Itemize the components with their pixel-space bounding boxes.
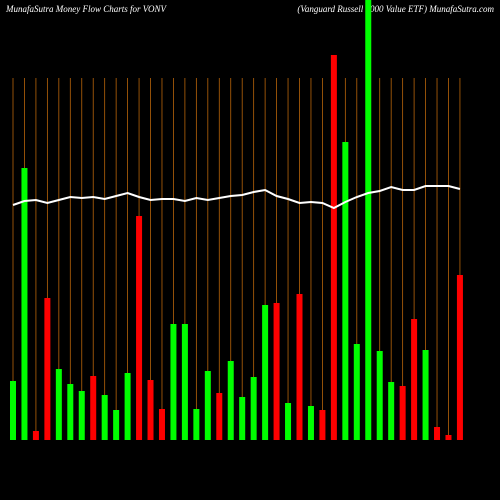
bar (307, 406, 314, 440)
bar (55, 369, 62, 440)
bar (319, 410, 326, 440)
bar (204, 371, 211, 440)
bar (170, 324, 177, 440)
money-flow-line (12, 185, 461, 210)
chart-subtitle: (Vanguard Russell 1000 Value ETF) Munafa… (297, 4, 494, 14)
bar (399, 386, 406, 440)
bar (239, 397, 246, 440)
bar (113, 410, 120, 440)
bar (181, 324, 188, 440)
bar (250, 377, 257, 440)
bar (21, 168, 28, 440)
bar (262, 305, 269, 440)
bar (32, 431, 39, 440)
bar (124, 373, 131, 440)
bar (434, 427, 441, 440)
chart-title: MunafaSutra Money Flow Charts for VONV (5, 4, 167, 14)
bar (193, 409, 200, 440)
bar (388, 382, 395, 440)
bar (90, 376, 97, 440)
bar (67, 384, 74, 440)
bar (456, 275, 463, 440)
bar (330, 55, 337, 440)
bar (216, 393, 223, 440)
bar (136, 216, 143, 440)
bar (273, 303, 280, 440)
bar (285, 403, 292, 440)
bar (365, 0, 372, 440)
bar (411, 319, 418, 440)
bar (422, 350, 429, 440)
bar (44, 298, 51, 440)
bar (10, 381, 16, 440)
bar (342, 142, 349, 440)
bar (147, 380, 154, 440)
bar (227, 361, 234, 440)
bar (376, 351, 383, 440)
bar (158, 409, 165, 440)
bar (445, 435, 452, 440)
bar (353, 344, 360, 440)
bar (101, 395, 108, 440)
bar (296, 294, 303, 440)
bar (78, 391, 85, 440)
